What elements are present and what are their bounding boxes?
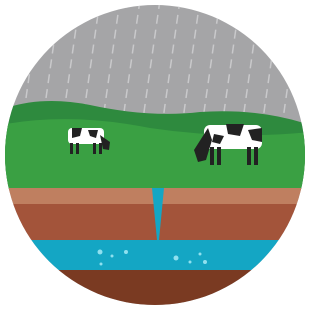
bedrock (0, 270, 310, 309)
groundwater (0, 240, 310, 270)
scene (0, 0, 310, 309)
illustration (0, 0, 310, 309)
page: {} (0, 0, 310, 309)
